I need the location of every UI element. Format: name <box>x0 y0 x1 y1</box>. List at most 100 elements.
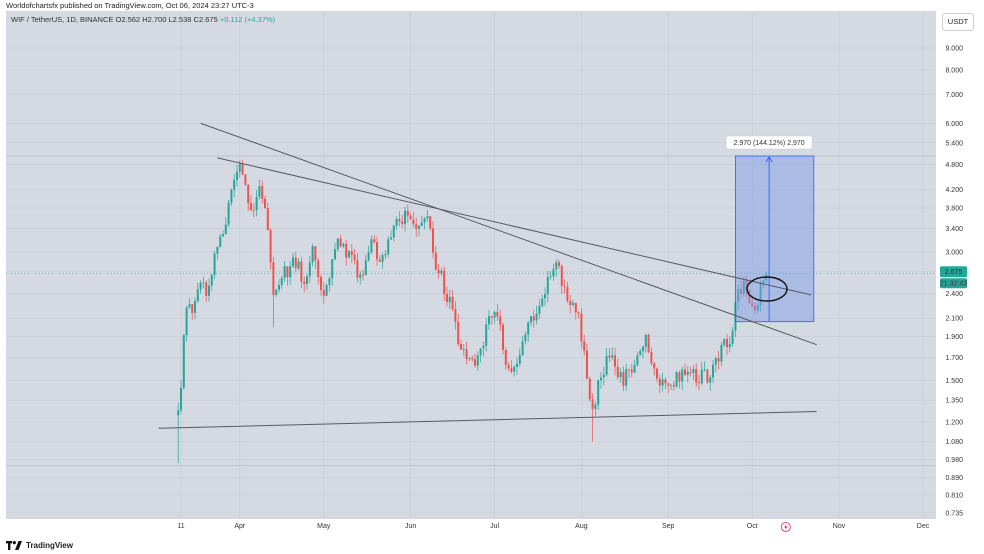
candle-body <box>706 369 709 383</box>
measurement-tool[interactable]: 2.970 (144.12%) 2,970 <box>725 135 815 323</box>
candle-body <box>261 186 264 199</box>
candle-body <box>376 242 378 260</box>
candle-body <box>510 368 513 372</box>
candle-body <box>625 369 628 386</box>
candle-body <box>628 369 630 370</box>
candle-body <box>726 338 728 348</box>
time-tick-label: Jul <box>490 523 499 530</box>
candle-body <box>538 305 541 314</box>
candle-body <box>451 296 454 309</box>
price-tick-label: 5.400 <box>945 140 963 147</box>
open-value: 2.562 <box>121 15 141 24</box>
candle-body <box>474 359 476 366</box>
measure-label: 2.970 (144.12%) 2,970 <box>733 140 804 147</box>
candle-body <box>353 255 356 261</box>
candle-body <box>286 266 289 278</box>
candle-body <box>252 209 255 211</box>
candle-body <box>457 321 460 344</box>
trendlines[interactable] <box>158 122 817 429</box>
candle-body <box>348 251 350 258</box>
candle-body <box>723 338 726 345</box>
candle-body <box>647 334 650 353</box>
price-tick-label: 2.400 <box>945 291 963 298</box>
candle-body <box>549 276 552 278</box>
candle-body <box>432 228 434 253</box>
candle-body <box>681 369 684 382</box>
candle-body <box>387 239 390 255</box>
time-axis-panel[interactable] <box>6 519 936 534</box>
candle-body <box>731 330 734 345</box>
candle-body <box>574 302 577 313</box>
time-tick-label: Apr <box>234 523 246 530</box>
candle-body <box>580 313 583 342</box>
candle-body <box>614 355 616 367</box>
countdown-badge <box>940 278 967 289</box>
candle-body <box>490 316 493 318</box>
candle-body <box>544 294 546 299</box>
candle-body <box>269 230 272 263</box>
candle-body <box>238 164 241 172</box>
candle-body <box>460 343 462 350</box>
price-tick-label: 0.890 <box>945 475 963 482</box>
currency-button[interactable]: USDT <box>942 13 974 31</box>
time-axis: 11 Apr May Jun Jul Aug Sep Oct Nov Dec <box>177 522 930 532</box>
trendline[interactable] <box>200 122 817 346</box>
candle-body <box>588 378 591 400</box>
symbol-info-bar: WIF / TetherUS, 1D, BINANCE O2.562 H2.70… <box>11 15 275 24</box>
measure-box[interactable] <box>735 155 815 323</box>
candle-body <box>695 368 698 383</box>
candle-body <box>717 358 720 362</box>
candle-body <box>423 218 426 223</box>
candle-body <box>622 371 625 386</box>
candle-body <box>591 399 594 409</box>
candle-body <box>541 298 544 306</box>
candle-body <box>191 304 194 313</box>
candle-body <box>703 369 706 371</box>
candle-body <box>675 372 678 387</box>
measure-arrow-head <box>765 156 773 163</box>
candle-body <box>222 234 224 237</box>
candle-body <box>446 293 448 302</box>
open-label: O <box>115 15 122 24</box>
time-tick-label: Dec <box>917 523 930 530</box>
candle-body <box>566 286 569 302</box>
candle-body <box>292 257 294 267</box>
current-price-label: 2.675 <box>945 269 963 276</box>
candle-body <box>418 226 420 229</box>
price-tick-label: 0.735 <box>945 511 963 518</box>
highlight-circle[interactable] <box>746 276 788 302</box>
time-tick-label: Jun <box>405 523 416 530</box>
price-tick-label: 6.000 <box>945 121 963 128</box>
candle-body <box>194 301 196 313</box>
time-tick-label: Sep <box>662 523 675 530</box>
candle-body <box>546 276 549 295</box>
candle-body <box>258 186 261 197</box>
candle-body <box>342 243 345 247</box>
candle-body <box>728 344 731 348</box>
candle-body <box>208 285 210 296</box>
candle-body <box>390 237 392 240</box>
candle-body <box>398 219 401 222</box>
candle-body <box>499 316 502 325</box>
candle-body <box>339 238 342 247</box>
candle-body <box>370 239 373 253</box>
high-label: H <box>142 15 148 24</box>
candle-body <box>552 269 555 277</box>
candle-body <box>563 285 566 287</box>
candle-body <box>205 282 208 296</box>
price-tick-label: 4.800 <box>945 162 963 169</box>
trendline[interactable] <box>158 410 817 429</box>
symbol-name[interactable]: WIF / TetherUS, 1D, BINANCE <box>11 15 114 24</box>
candle-body <box>656 368 658 379</box>
candle-body <box>644 334 647 347</box>
candle-body <box>530 316 532 323</box>
candle-body <box>188 304 191 308</box>
candle-body <box>605 355 608 375</box>
candle-body <box>465 349 468 360</box>
candle-body <box>241 164 244 175</box>
tradingview-logo[interactable]: TradingView <box>6 539 73 551</box>
trendline[interactable] <box>217 157 812 296</box>
low-label: L <box>168 15 173 24</box>
